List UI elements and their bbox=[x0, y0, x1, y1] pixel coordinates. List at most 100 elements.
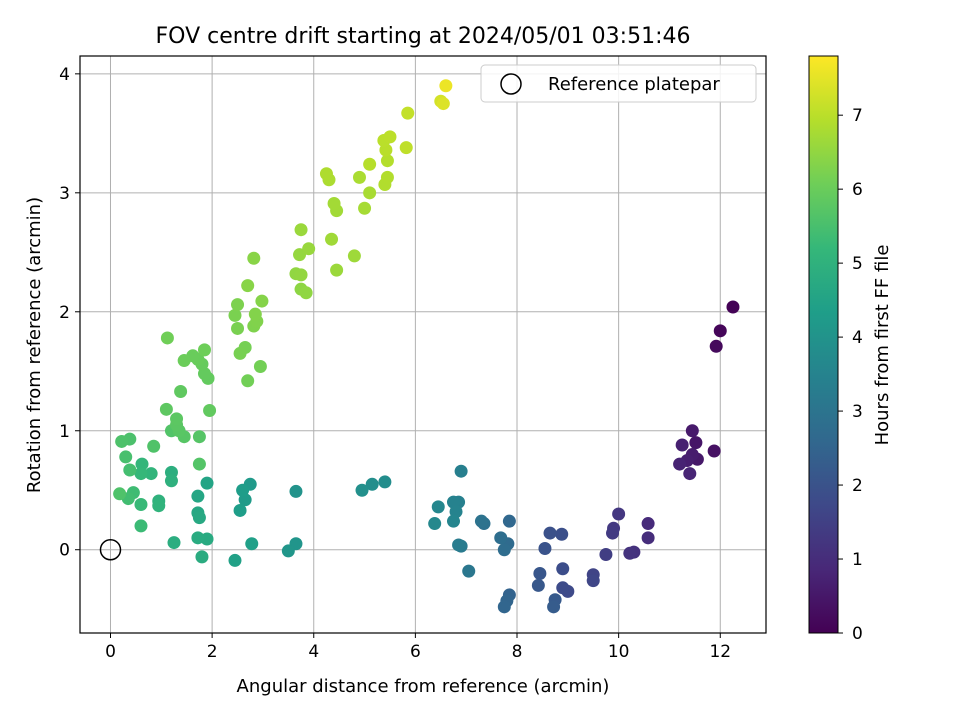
data-point bbox=[380, 154, 394, 168]
data-point bbox=[399, 141, 413, 155]
data-point bbox=[675, 438, 689, 452]
data-point bbox=[191, 531, 205, 545]
legend-entry-label: Reference platepar bbox=[548, 74, 720, 95]
data-point bbox=[167, 536, 181, 550]
data-point bbox=[502, 514, 516, 528]
colorbar: 0 1 2 3 4 5 6 7 Hours from first FF file bbox=[808, 55, 893, 644]
data-point bbox=[134, 519, 148, 533]
data-point bbox=[713, 324, 727, 338]
data-point bbox=[673, 457, 687, 471]
x-tick-label: 0 bbox=[105, 642, 116, 662]
x-tick-label: 4 bbox=[308, 642, 319, 662]
data-point bbox=[245, 537, 259, 551]
data-point bbox=[641, 531, 655, 545]
data-point bbox=[192, 430, 206, 444]
data-point bbox=[147, 439, 161, 453]
colorbar-tick-label: 3 bbox=[852, 402, 863, 422]
data-point bbox=[641, 517, 655, 531]
data-point bbox=[543, 526, 557, 540]
data-point bbox=[383, 130, 397, 144]
data-point bbox=[231, 298, 245, 312]
data-point bbox=[255, 294, 269, 308]
data-point bbox=[599, 547, 613, 561]
data-point bbox=[347, 249, 361, 263]
data-point bbox=[191, 489, 205, 503]
data-point bbox=[241, 279, 255, 293]
data-point bbox=[689, 436, 703, 450]
data-point bbox=[231, 321, 245, 335]
data-point bbox=[623, 546, 637, 560]
data-point bbox=[327, 197, 341, 211]
colorbar-tick-label: 5 bbox=[852, 254, 863, 274]
x-tick-label: 8 bbox=[512, 642, 523, 662]
data-point bbox=[170, 412, 184, 426]
data-point bbox=[352, 170, 366, 184]
data-point bbox=[159, 402, 173, 416]
data-point bbox=[247, 251, 261, 265]
data-point bbox=[330, 263, 344, 277]
data-point bbox=[556, 562, 570, 576]
data-point bbox=[228, 308, 242, 322]
y-tick-label: 2 bbox=[59, 303, 70, 323]
data-point bbox=[606, 526, 620, 540]
x-tick-label: 12 bbox=[709, 642, 731, 662]
colorbar-tick-label: 6 bbox=[852, 180, 863, 200]
data-point bbox=[401, 106, 415, 120]
data-point bbox=[497, 543, 511, 557]
data-point bbox=[380, 170, 394, 184]
y-tick-label: 0 bbox=[59, 541, 70, 561]
data-point bbox=[195, 550, 209, 564]
data-point bbox=[363, 157, 377, 171]
data-point bbox=[683, 467, 697, 481]
colorbar-tick-label: 1 bbox=[852, 550, 863, 570]
grid bbox=[80, 56, 766, 633]
colorbar-ticks: 0 1 2 3 4 5 6 7 bbox=[838, 106, 863, 644]
data-point bbox=[365, 477, 379, 491]
data-point bbox=[299, 286, 313, 300]
data-point bbox=[177, 354, 191, 368]
data-point bbox=[203, 404, 217, 418]
y-axis-ticks: 0 1 2 3 4 bbox=[59, 65, 80, 561]
x-axis-ticks: 0 2 4 6 8 10 12 bbox=[105, 633, 731, 662]
colorbar-tick-label: 7 bbox=[852, 106, 863, 126]
data-point bbox=[431, 500, 445, 514]
data-point bbox=[119, 450, 133, 464]
plot-frame bbox=[79, 55, 767, 634]
data-point bbox=[358, 201, 372, 215]
legend-reference-marker bbox=[500, 73, 522, 95]
data-point bbox=[454, 464, 468, 478]
colorbar-tick-label: 4 bbox=[852, 328, 863, 348]
data-point bbox=[253, 360, 267, 374]
data-point bbox=[134, 498, 148, 512]
x-axis-label: Angular distance from reference (arcmin) bbox=[237, 676, 610, 697]
data-point bbox=[325, 232, 339, 246]
data-point bbox=[241, 374, 255, 388]
legend: Reference platepar bbox=[480, 64, 757, 103]
data-point bbox=[452, 538, 466, 552]
data-point bbox=[152, 499, 166, 513]
data-point bbox=[134, 467, 148, 481]
data-point bbox=[294, 268, 308, 282]
data-point bbox=[363, 186, 377, 200]
data-point bbox=[556, 581, 570, 595]
data-point bbox=[135, 457, 149, 471]
data-point bbox=[462, 564, 476, 578]
reference-platepar-marker bbox=[99, 538, 122, 561]
data-point bbox=[281, 544, 295, 558]
data-point bbox=[192, 457, 206, 471]
data-point bbox=[612, 507, 626, 521]
data-point bbox=[428, 517, 442, 531]
data-point bbox=[533, 567, 547, 581]
data-point bbox=[294, 223, 308, 237]
data-point bbox=[586, 574, 600, 588]
data-point bbox=[538, 542, 552, 556]
data-point bbox=[555, 527, 569, 541]
x-tick-label: 2 bbox=[207, 642, 218, 662]
data-point bbox=[289, 484, 303, 498]
y-tick-label: 1 bbox=[59, 422, 70, 442]
data-point bbox=[439, 79, 453, 93]
data-point bbox=[378, 475, 392, 489]
colorbar-tick-label: 2 bbox=[852, 476, 863, 496]
data-point bbox=[446, 514, 460, 528]
